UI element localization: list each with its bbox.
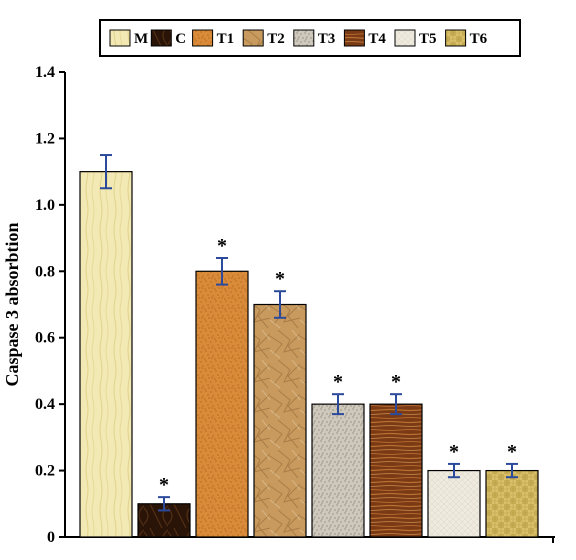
legend-label-t6: T6 xyxy=(470,31,488,47)
legend-label-t3: T3 xyxy=(318,31,336,47)
caspase3-bar-chart: 0 0.2 0.4 0.6 0.8 1.0 1.2 1.4 Caspase 3 absorbti… xyxy=(0,0,576,555)
svg-text:*: * xyxy=(217,235,227,257)
bar-t1 xyxy=(196,271,248,537)
svg-text:0.4: 0.4 xyxy=(35,396,55,413)
legend-label-t2: T2 xyxy=(267,31,285,47)
svg-text:0.6: 0.6 xyxy=(35,330,55,347)
bar-t5 xyxy=(428,471,480,537)
chart-svg: 0 0.2 0.4 0.6 0.8 1.0 1.2 1.4 Caspase 3 absorbti… xyxy=(0,0,576,555)
legend-label-t4: T4 xyxy=(368,31,386,47)
svg-text:*: * xyxy=(507,441,517,463)
bar-m xyxy=(80,172,132,537)
bar-t3 xyxy=(312,404,364,537)
svg-text:0.8: 0.8 xyxy=(35,263,55,280)
svg-text:*: * xyxy=(391,371,401,393)
legend-label-t1: T1 xyxy=(217,31,235,47)
svg-text:*: * xyxy=(333,371,343,393)
legend-label-t5: T5 xyxy=(419,31,437,47)
bar-t2 xyxy=(254,305,306,538)
legend-label-c: C xyxy=(175,31,186,47)
svg-text:Caspase 3 absorbtion: Caspase 3 absorbtion xyxy=(2,222,22,386)
svg-text:1.4: 1.4 xyxy=(35,64,55,81)
svg-text:1.0: 1.0 xyxy=(35,197,55,214)
svg-text:*: * xyxy=(449,441,459,463)
svg-text:*: * xyxy=(275,268,285,290)
bar-t4 xyxy=(370,404,422,537)
legend-label-m: M xyxy=(134,31,148,47)
bar-t6 xyxy=(486,471,538,537)
svg-text:1.2: 1.2 xyxy=(35,130,55,147)
svg-text:0: 0 xyxy=(47,529,55,546)
svg-text:0.2: 0.2 xyxy=(35,463,55,480)
svg-text:*: * xyxy=(159,474,169,496)
